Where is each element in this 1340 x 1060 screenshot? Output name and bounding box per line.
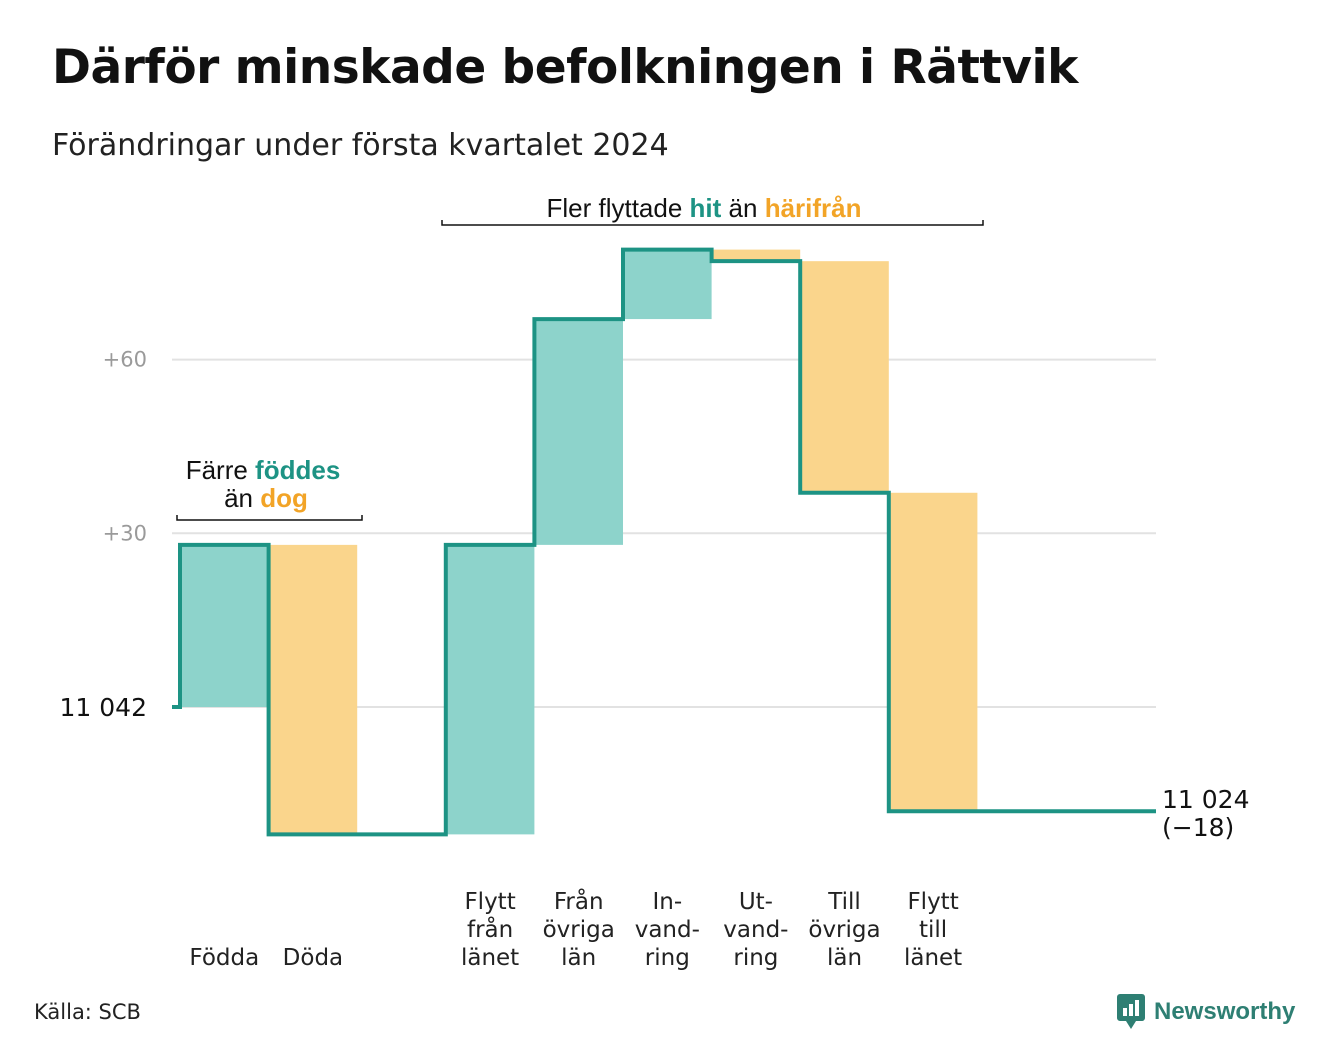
category-label: till: [919, 917, 947, 943]
annotation-word: dog: [253, 483, 308, 513]
annotation-word: än: [224, 483, 253, 513]
category-label: län: [561, 945, 596, 971]
bar-8: [888, 492, 978, 812]
category-label: In-: [652, 889, 682, 915]
category-label: ring: [645, 945, 690, 971]
bar-7: [800, 261, 889, 493]
category-label: från: [467, 915, 513, 943]
annotation-word: Fler flyttade: [546, 193, 682, 223]
bar-5: [623, 249, 712, 320]
annotation-bracket-births-deaths: [176, 515, 363, 521]
chart-title: Därför minskade befolkningen i Rättvik: [52, 40, 1078, 95]
category-label: ring: [733, 945, 778, 971]
category-label: övriga: [808, 917, 880, 943]
end-change-label: (−18): [1162, 813, 1234, 842]
category-label: Ut-: [739, 889, 773, 915]
annotation-word: hit: [682, 193, 721, 223]
category-label: Flytt: [464, 889, 515, 915]
source-note: Källa: SCB: [34, 1000, 141, 1024]
brand-name: Newsworthy: [1154, 998, 1296, 1025]
category-label: Döda: [283, 945, 343, 971]
cumulative-step-line: [172, 247, 1156, 837]
annotation-word: Färre: [186, 455, 248, 485]
category-label: övriga: [543, 917, 615, 943]
end-value-label: 11 024: [1162, 785, 1249, 814]
brand-logo: Newsworthy: [1116, 993, 1295, 1031]
annotation-births-deaths-line1: Färre föddes: [186, 455, 341, 485]
category-label: vand-: [635, 917, 700, 943]
category-label: Från: [554, 887, 604, 915]
start-value-label: 11 042: [60, 693, 147, 722]
category-label: länet: [904, 945, 962, 971]
chart-subtitle: Förändringar under första kvartalet 2024: [52, 128, 669, 163]
annotation-word: än: [721, 193, 757, 223]
annotation-word: härifrån: [757, 193, 861, 223]
annotation-bracket-migration: [441, 220, 984, 226]
bar-6: [711, 249, 801, 262]
annotation-births-deaths-line2: än dog: [224, 483, 308, 513]
bar-4: [534, 319, 623, 545]
category-label: vand-: [723, 917, 788, 943]
category-label: län: [827, 945, 862, 971]
category-label: Flytt: [907, 889, 958, 915]
annotation-migration: Fler flyttade hit än härifrån: [546, 193, 861, 223]
newsworthy-icon: [1117, 994, 1145, 1029]
bar-3: [445, 544, 535, 835]
bar-1: [268, 544, 358, 835]
y-tick-label: +60: [103, 348, 147, 372]
annotation-word: föddes: [248, 455, 340, 485]
y-tick-label: +30: [103, 521, 147, 545]
category-label: länet: [461, 945, 519, 971]
bar-0: [180, 544, 269, 707]
category-label: Födda: [189, 945, 259, 971]
category-label: Till: [827, 889, 861, 915]
